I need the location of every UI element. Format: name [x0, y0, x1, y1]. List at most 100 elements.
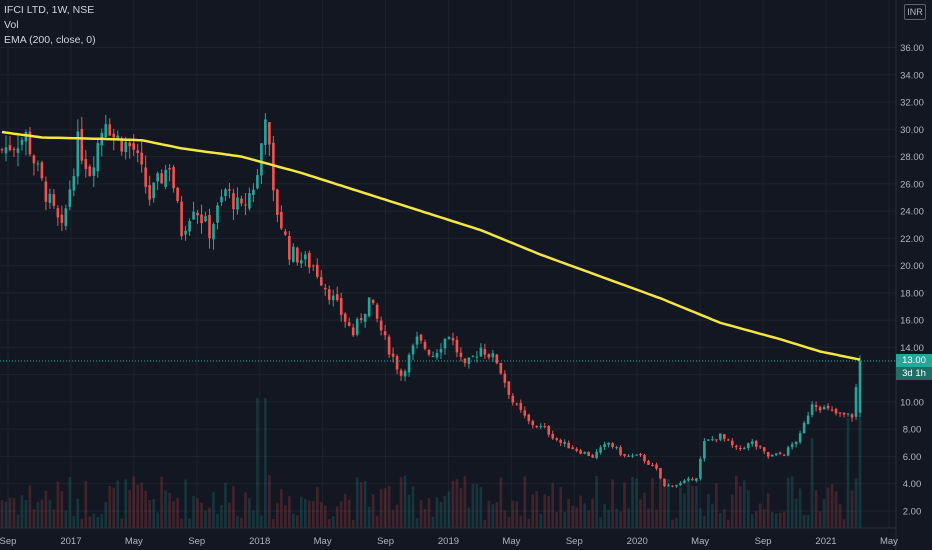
- price-tick-label: 34.00: [900, 70, 924, 81]
- candle-body: [523, 410, 527, 416]
- volume-bar: [200, 502, 203, 528]
- volume-bar: [176, 498, 179, 528]
- candle-body: [288, 236, 291, 260]
- volume-bar: [28, 485, 32, 528]
- candle-body: [268, 122, 271, 145]
- candle-body: [36, 163, 40, 165]
- candle-body: [667, 485, 670, 487]
- volume-bar: [52, 509, 56, 528]
- volume-bar: [687, 481, 690, 528]
- candle-body: [260, 143, 263, 176]
- volume-indicator-label[interactable]: Vol: [4, 19, 19, 31]
- candle-body: [120, 138, 124, 152]
- candle-body: [515, 403, 519, 405]
- volume-bar: [679, 487, 682, 528]
- candle-body: [547, 426, 551, 435]
- candle-body: [539, 426, 543, 428]
- volume-bar: [391, 509, 395, 528]
- candle-body: [555, 438, 559, 440]
- volume-bar: [347, 499, 351, 528]
- candle-body: [355, 319, 359, 335]
- candle-body: [447, 336, 451, 339]
- time-tick-label: Sep: [755, 536, 772, 547]
- candle-body: [236, 197, 239, 210]
- candle-body: [88, 166, 92, 177]
- time-tick-label: 2019: [438, 536, 459, 547]
- volume-bar: [515, 501, 519, 528]
- candle-body: [124, 141, 128, 152]
- candle-body: [858, 361, 862, 413]
- volume-bar: [160, 476, 163, 528]
- volume-bar: [758, 503, 762, 528]
- volume-bar: [647, 508, 650, 528]
- price-axis[interactable]: 2.004.006.008.0010.0012.0014.0016.0018.0…: [900, 43, 924, 517]
- volume-bar: [68, 476, 72, 528]
- currency-badge[interactable]: INR: [904, 4, 926, 20]
- volume-bar: [363, 480, 367, 528]
- volume-bar: [264, 398, 267, 528]
- volume-bar: [691, 486, 694, 528]
- volume-bar: [96, 517, 100, 528]
- volume-bar: [675, 517, 678, 528]
- candle-body: [798, 433, 802, 443]
- volume-bar: [387, 485, 391, 528]
- candle-body: [774, 453, 778, 456]
- candle-body: [84, 159, 88, 169]
- candle-body: [331, 295, 335, 301]
- ema-indicator-label[interactable]: EMA (200, close, 0): [4, 34, 96, 46]
- candle-body: [16, 148, 20, 153]
- volume-bar: [623, 482, 626, 528]
- volume-bar: [487, 500, 491, 528]
- candle-body: [315, 264, 319, 277]
- candle-body: [371, 299, 375, 304]
- volume-bar: [152, 498, 155, 528]
- symbol-label[interactable]: IFCI LTD, 1W, NSE: [4, 4, 95, 16]
- time-axis[interactable]: Sep 2017 May Sep 2018 May Sep 2019 May Sep 2020 May…: [0, 536, 898, 547]
- volume-bar: [208, 507, 211, 528]
- price-tick-label: 4.00: [903, 479, 922, 490]
- volume-bar: [707, 493, 710, 528]
- volume-bar: [256, 398, 259, 528]
- candle-body: [675, 484, 678, 487]
- candle-body: [475, 356, 479, 358]
- volume-bar: [84, 480, 88, 528]
- candle-body: [483, 349, 487, 355]
- candle-body: [307, 253, 311, 268]
- volume-bar: [355, 477, 359, 528]
- candle-body: [439, 348, 443, 353]
- volume-bar: [220, 504, 223, 528]
- candle-body: [407, 354, 411, 373]
- candle-body: [152, 182, 155, 199]
- volume-bar: [858, 418, 862, 528]
- volume-bar: [423, 509, 427, 528]
- volume-bar: [639, 499, 642, 528]
- candle-body: [455, 339, 459, 353]
- volume-bar: [292, 513, 295, 528]
- time-tick-label: Sep: [0, 536, 16, 547]
- volume-bar: [399, 477, 403, 528]
- price-tick-label: 32.00: [900, 98, 924, 109]
- candle-body: [471, 355, 475, 357]
- candle-body: [303, 254, 307, 260]
- volume-bar: [595, 475, 598, 528]
- volume-bar: [300, 496, 303, 528]
- candle-body: [96, 143, 100, 172]
- candle-body: [40, 162, 44, 179]
- volume-bar: [575, 507, 578, 528]
- volume-bar: [100, 513, 104, 528]
- volume-bar: [280, 489, 283, 528]
- candle-body: [563, 442, 566, 444]
- candle-body: [527, 414, 531, 422]
- volume-bar: [459, 488, 463, 528]
- volume-bar: [56, 481, 60, 528]
- volume-bar: [786, 477, 790, 528]
- candle-body: [810, 404, 814, 415]
- candle-body: [132, 143, 135, 150]
- volume-bar: [790, 476, 794, 528]
- volume-bar: [627, 508, 630, 528]
- candle-body: [802, 422, 806, 434]
- volume-bar: [479, 487, 483, 528]
- price-tick-label: 14.00: [900, 343, 924, 354]
- candle-body: [778, 452, 782, 455]
